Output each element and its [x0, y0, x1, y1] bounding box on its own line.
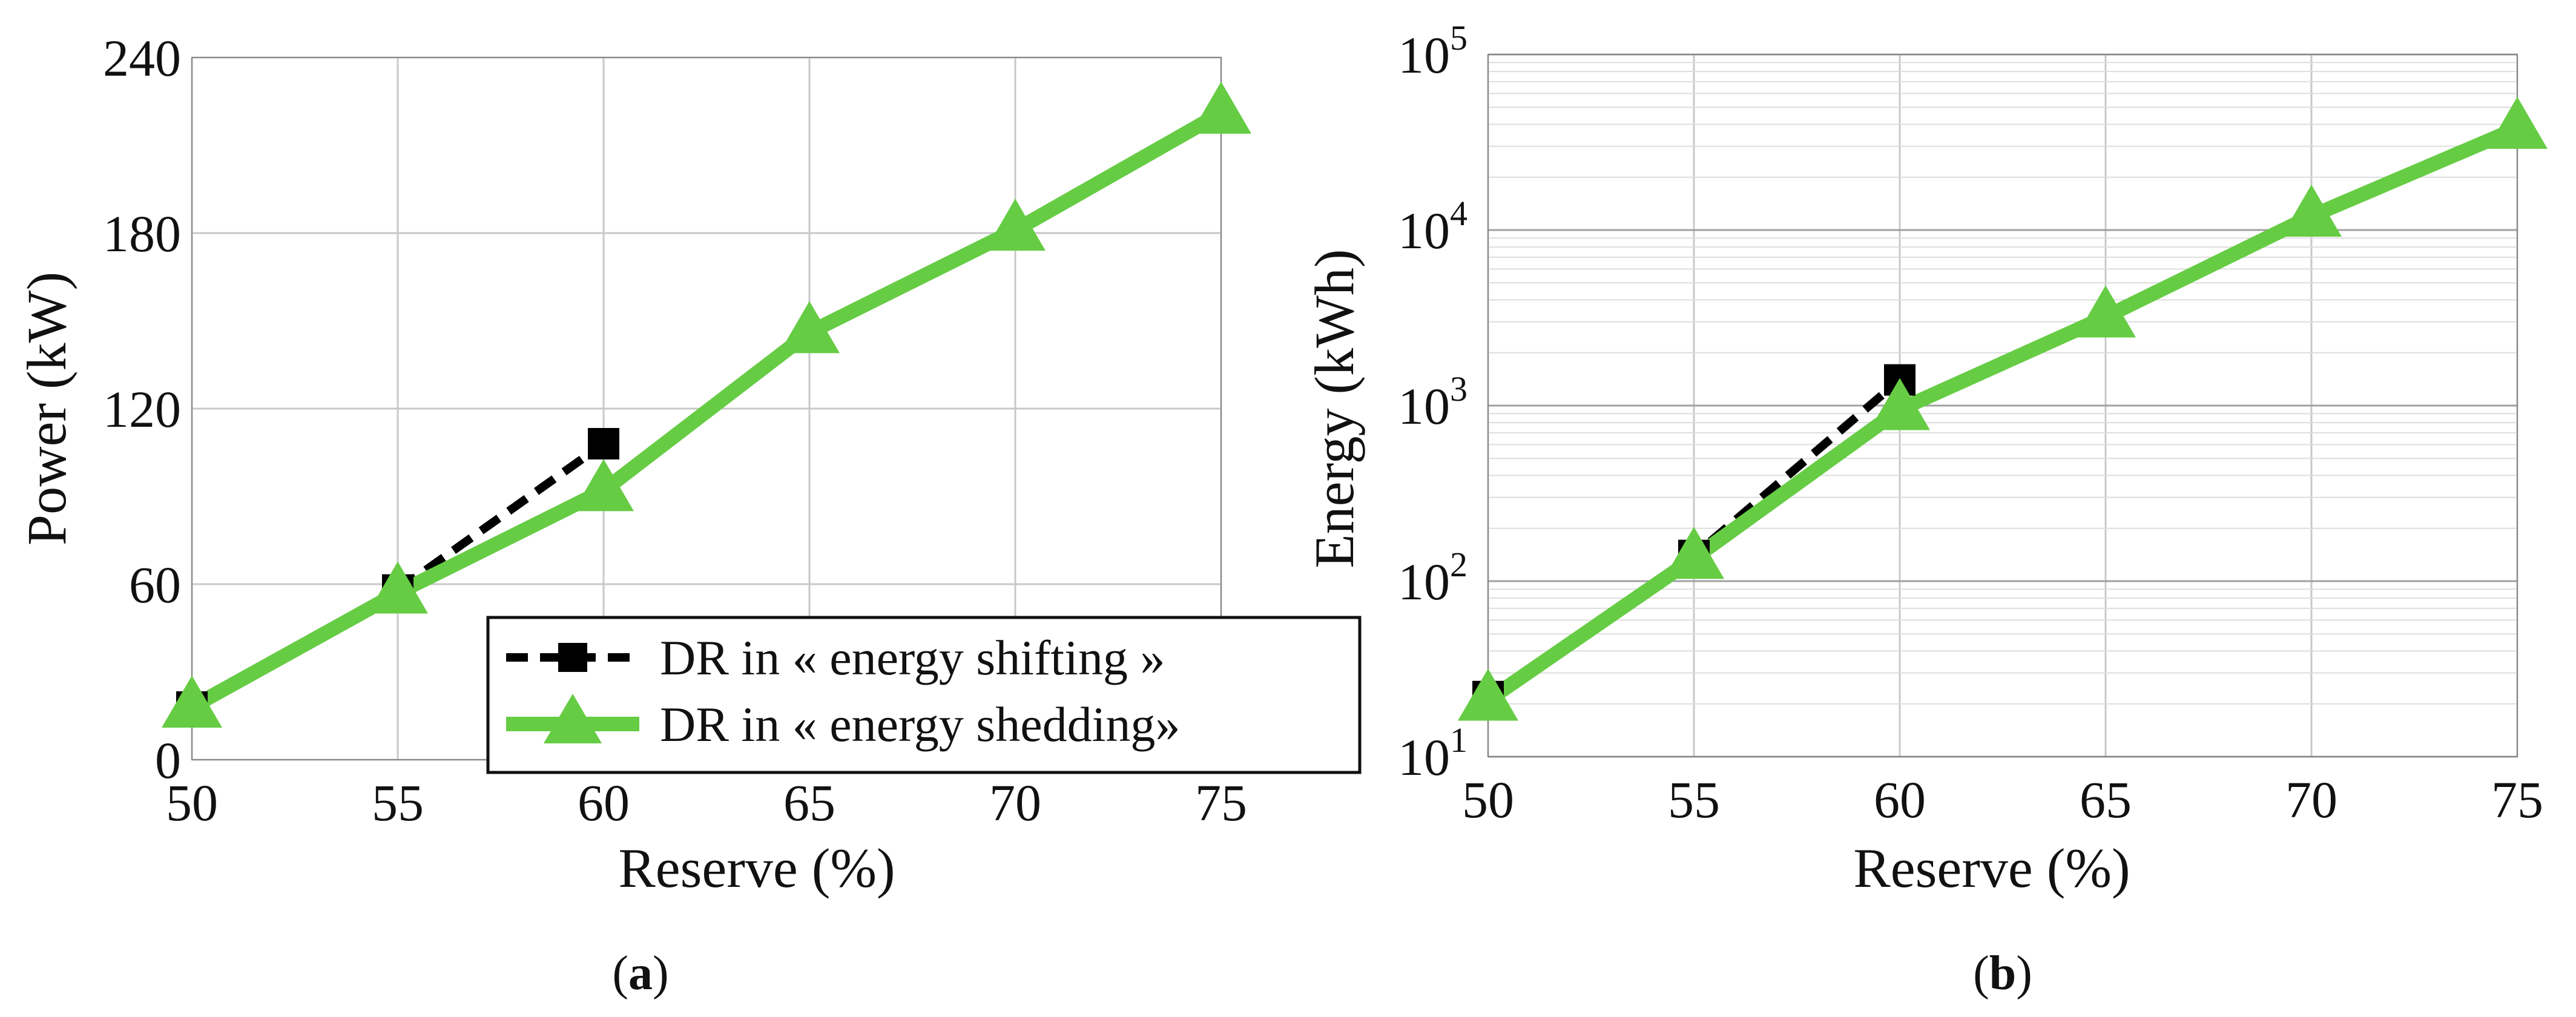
x-tick-label: 55 — [1668, 771, 1720, 829]
panel-a-series-markers — [162, 81, 1251, 728]
panel-b-caption: (b) — [1973, 947, 2032, 1000]
panel-a-y-tick-labels: 0 60 120 180 240 — [103, 29, 181, 789]
y-tick-label: 105 — [1398, 18, 1468, 84]
y-tick-label: 104 — [1398, 194, 1468, 260]
data-point-energy-shedding — [1869, 378, 1930, 430]
data-point-energy-shedding — [779, 301, 840, 354]
y-tick-label: 101 — [1398, 720, 1468, 786]
y-tick-label: 240 — [103, 29, 181, 87]
x-tick-label: 65 — [2080, 771, 2132, 829]
panel-a-y-axis-label: Power (kW) — [16, 272, 77, 545]
data-point-energy-shedding — [985, 199, 1046, 251]
panel-b-series-markers — [1458, 96, 2548, 721]
x-tick-label: 75 — [2491, 771, 2543, 829]
legend-shedding-label: DR in « energy shedding» — [660, 697, 1180, 752]
data-point-energy-shedding — [367, 561, 428, 614]
data-point-energy-shedding — [2487, 96, 2548, 149]
data-point-energy-shedding — [1458, 668, 1518, 721]
panel-a-x-tick-labels: 50 55 60 65 70 75 — [166, 774, 1247, 832]
data-point-energy-shedding — [1191, 81, 1251, 134]
data-point-energy-shedding — [162, 676, 222, 728]
data-point-energy-shedding — [2281, 185, 2342, 237]
legend-shifting-label: DR in « energy shifting » — [660, 630, 1165, 685]
series-line-energy-shedding — [1484, 121, 2520, 706]
x-tick-label: 70 — [2285, 771, 2337, 829]
y-tick-label: 103 — [1398, 369, 1468, 435]
y-tick-label: 0 — [155, 731, 181, 789]
legend-shedding-marker — [544, 694, 602, 743]
legend-box — [486, 616, 1362, 774]
x-tick-label: 50 — [1462, 771, 1514, 829]
panel-a-series-lines — [188, 107, 1225, 714]
panel-b-y-axis-label: Energy (kWh) — [1303, 249, 1365, 568]
series-line-energy-shedding — [188, 107, 1225, 714]
legend: DR in « energy shifting » DR in « energy… — [486, 616, 1362, 774]
panel-b-y-tick-labels: 101 102 103 104 105 — [1398, 18, 1468, 786]
data-point-energy-shedding — [573, 459, 634, 512]
panel-b-plot-border — [1487, 54, 2518, 757]
panel-b-x-tick-labels: 50 55 60 65 70 75 — [1462, 771, 2543, 829]
x-tick-label: 55 — [372, 774, 424, 832]
y-tick-label: 180 — [103, 205, 181, 263]
legend-shifting-marker — [558, 643, 587, 672]
x-tick-label: 50 — [166, 774, 218, 832]
y-tick-label: 120 — [103, 380, 181, 438]
panel-b-energy-chart: 101 102 103 104 105 50 55 60 65 70 75 Reserve (%)… — [1303, 18, 2548, 1000]
y-tick-label: 102 — [1398, 545, 1468, 611]
panel-a-x-axis-label: Reserve (%) — [618, 837, 895, 899]
x-tick-label: 75 — [1195, 774, 1247, 832]
panel-a-caption: (a) — [612, 947, 668, 1000]
x-tick-label: 70 — [989, 774, 1041, 832]
x-tick-label: 60 — [578, 774, 630, 832]
panel-b-x-axis-label: Reserve (%) — [1853, 837, 2130, 899]
y-tick-label: 60 — [129, 556, 181, 614]
panel-a-power-chart: 0 60 120 180 240 50 55 60 65 70 75 Reserve (%) Po… — [16, 29, 1362, 1000]
data-point-energy-shedding — [1664, 527, 1724, 579]
data-point-energy-shedding — [2075, 285, 2136, 338]
x-tick-label: 60 — [1874, 771, 1926, 829]
x-tick-label: 65 — [783, 774, 835, 832]
data-point-energy-shifting — [588, 428, 619, 459]
